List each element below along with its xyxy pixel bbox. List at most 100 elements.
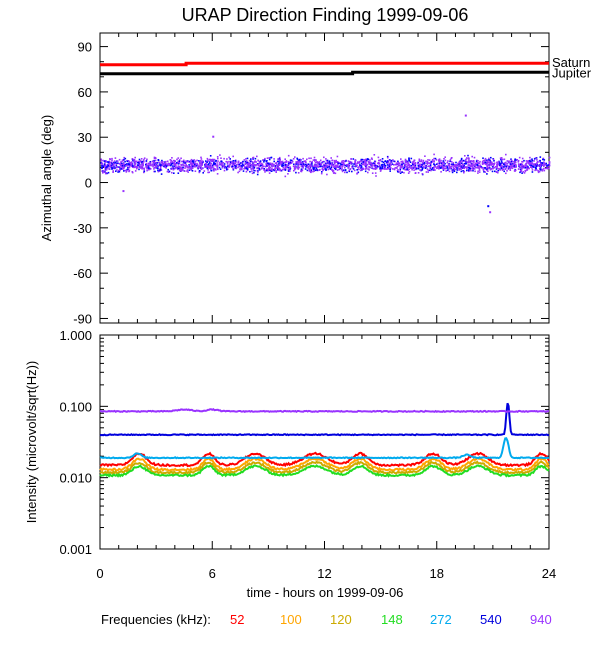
azimuth-outlier-point bbox=[212, 135, 215, 138]
azimuth-point bbox=[490, 168, 493, 170]
azimuth-point bbox=[523, 159, 525, 162]
azimuth-point bbox=[183, 162, 185, 165]
azimuth-point bbox=[314, 169, 317, 172]
azimuth-point bbox=[287, 162, 290, 165]
intensity-tick-label: 0.010 bbox=[59, 471, 92, 486]
azimuth-point bbox=[535, 168, 537, 170]
azimuth-point bbox=[345, 160, 347, 162]
azimuth-point bbox=[475, 162, 477, 165]
x-tick-label: 0 bbox=[96, 566, 103, 581]
azimuth-point bbox=[241, 163, 244, 165]
azimuth-point bbox=[123, 158, 125, 161]
azimuth-point bbox=[493, 162, 496, 164]
azimuth-point bbox=[191, 170, 194, 172]
azimuth-point bbox=[399, 164, 401, 167]
azimuth-point bbox=[486, 169, 488, 171]
azimuth-point bbox=[314, 160, 316, 162]
azimuth-point bbox=[199, 167, 202, 170]
azimuth-point bbox=[451, 157, 453, 159]
azimuth-point bbox=[468, 158, 470, 160]
azimuth-point bbox=[451, 169, 453, 172]
azimuth-point bbox=[306, 169, 309, 172]
azimuth-point bbox=[125, 170, 128, 172]
azimuth-point bbox=[268, 157, 271, 159]
azimuth-point bbox=[414, 163, 417, 166]
azimuth-point bbox=[301, 169, 304, 171]
azimuth-point bbox=[427, 169, 430, 172]
azimuth-point bbox=[123, 170, 125, 172]
azimuth-point bbox=[446, 161, 449, 164]
azimuth-point bbox=[442, 160, 445, 162]
azimuth-point bbox=[336, 169, 339, 171]
azimuth-point bbox=[397, 163, 400, 166]
azimuth-point bbox=[305, 166, 307, 168]
azimuth-point bbox=[511, 167, 514, 170]
azimuth-point bbox=[483, 171, 485, 173]
azimuth-point bbox=[297, 162, 299, 165]
azimuth-point bbox=[184, 162, 187, 164]
azimuth-point bbox=[536, 159, 538, 161]
azimuth-point bbox=[146, 166, 149, 169]
azimuth-point bbox=[525, 160, 528, 162]
azimuth-point bbox=[409, 161, 412, 163]
azimuth-point bbox=[294, 156, 296, 158]
azimuth-point bbox=[283, 161, 286, 164]
azimuth-point bbox=[429, 166, 432, 169]
azimuth-point bbox=[317, 166, 319, 168]
azimuth-point bbox=[328, 160, 331, 162]
azimuth-point bbox=[520, 165, 523, 167]
azimuth-point bbox=[335, 161, 337, 163]
azimuth-point bbox=[284, 175, 287, 178]
azimuth-point bbox=[203, 170, 206, 172]
intensity-data bbox=[99, 402, 550, 478]
azimuth-point bbox=[377, 162, 379, 165]
azimuth-point bbox=[191, 160, 194, 163]
azimuth-point bbox=[257, 164, 260, 167]
azimuth-point bbox=[343, 163, 346, 166]
azimuth-point bbox=[278, 168, 281, 171]
azimuth-point bbox=[204, 164, 206, 166]
azimuth-point bbox=[420, 160, 423, 163]
azimuth-point bbox=[148, 168, 150, 171]
azimuth-point bbox=[484, 167, 486, 169]
azimuth-point bbox=[340, 168, 343, 171]
azimuth-point bbox=[327, 161, 329, 164]
azimuth-point bbox=[225, 167, 228, 170]
azimuth-point bbox=[446, 167, 449, 169]
azimuth-point bbox=[356, 164, 358, 167]
azimuth-point bbox=[501, 165, 503, 167]
intensity-tick-label: 1.000 bbox=[59, 328, 92, 343]
azimuth-point bbox=[168, 162, 171, 165]
azimuth-point bbox=[131, 163, 133, 165]
azimuth-point bbox=[176, 158, 178, 161]
azimuth-point bbox=[275, 169, 277, 172]
azimuth-point bbox=[439, 161, 441, 163]
azimuth-point bbox=[506, 160, 509, 162]
azimuth-point bbox=[347, 160, 350, 162]
azimuth-point bbox=[145, 160, 148, 162]
azimuth-point bbox=[278, 159, 281, 162]
azimuth-point bbox=[387, 161, 389, 164]
azimuth-point bbox=[295, 161, 297, 163]
azimuth-point bbox=[131, 171, 134, 173]
azimuth-point bbox=[491, 170, 494, 173]
azimuth-point bbox=[282, 164, 284, 166]
azimuth-point bbox=[264, 171, 266, 173]
azimuth-point bbox=[392, 159, 394, 161]
azimuth-point bbox=[333, 167, 336, 170]
azimuth-point bbox=[142, 164, 144, 166]
azimuth-point bbox=[310, 157, 312, 160]
azimuth-point bbox=[387, 165, 390, 168]
azimuth-point bbox=[121, 163, 124, 166]
azimuth-point bbox=[161, 159, 163, 162]
azimuth-point bbox=[271, 162, 274, 165]
azimuth-point bbox=[110, 165, 112, 168]
azimuth-point bbox=[418, 158, 421, 161]
azimuth-point bbox=[428, 162, 430, 164]
azimuth-point bbox=[229, 161, 232, 163]
azimuth-point bbox=[311, 162, 313, 164]
azimuth-point bbox=[310, 165, 312, 167]
azimuth-point bbox=[153, 161, 155, 164]
azimuth-point bbox=[458, 168, 461, 171]
azimuth-point bbox=[308, 157, 310, 160]
